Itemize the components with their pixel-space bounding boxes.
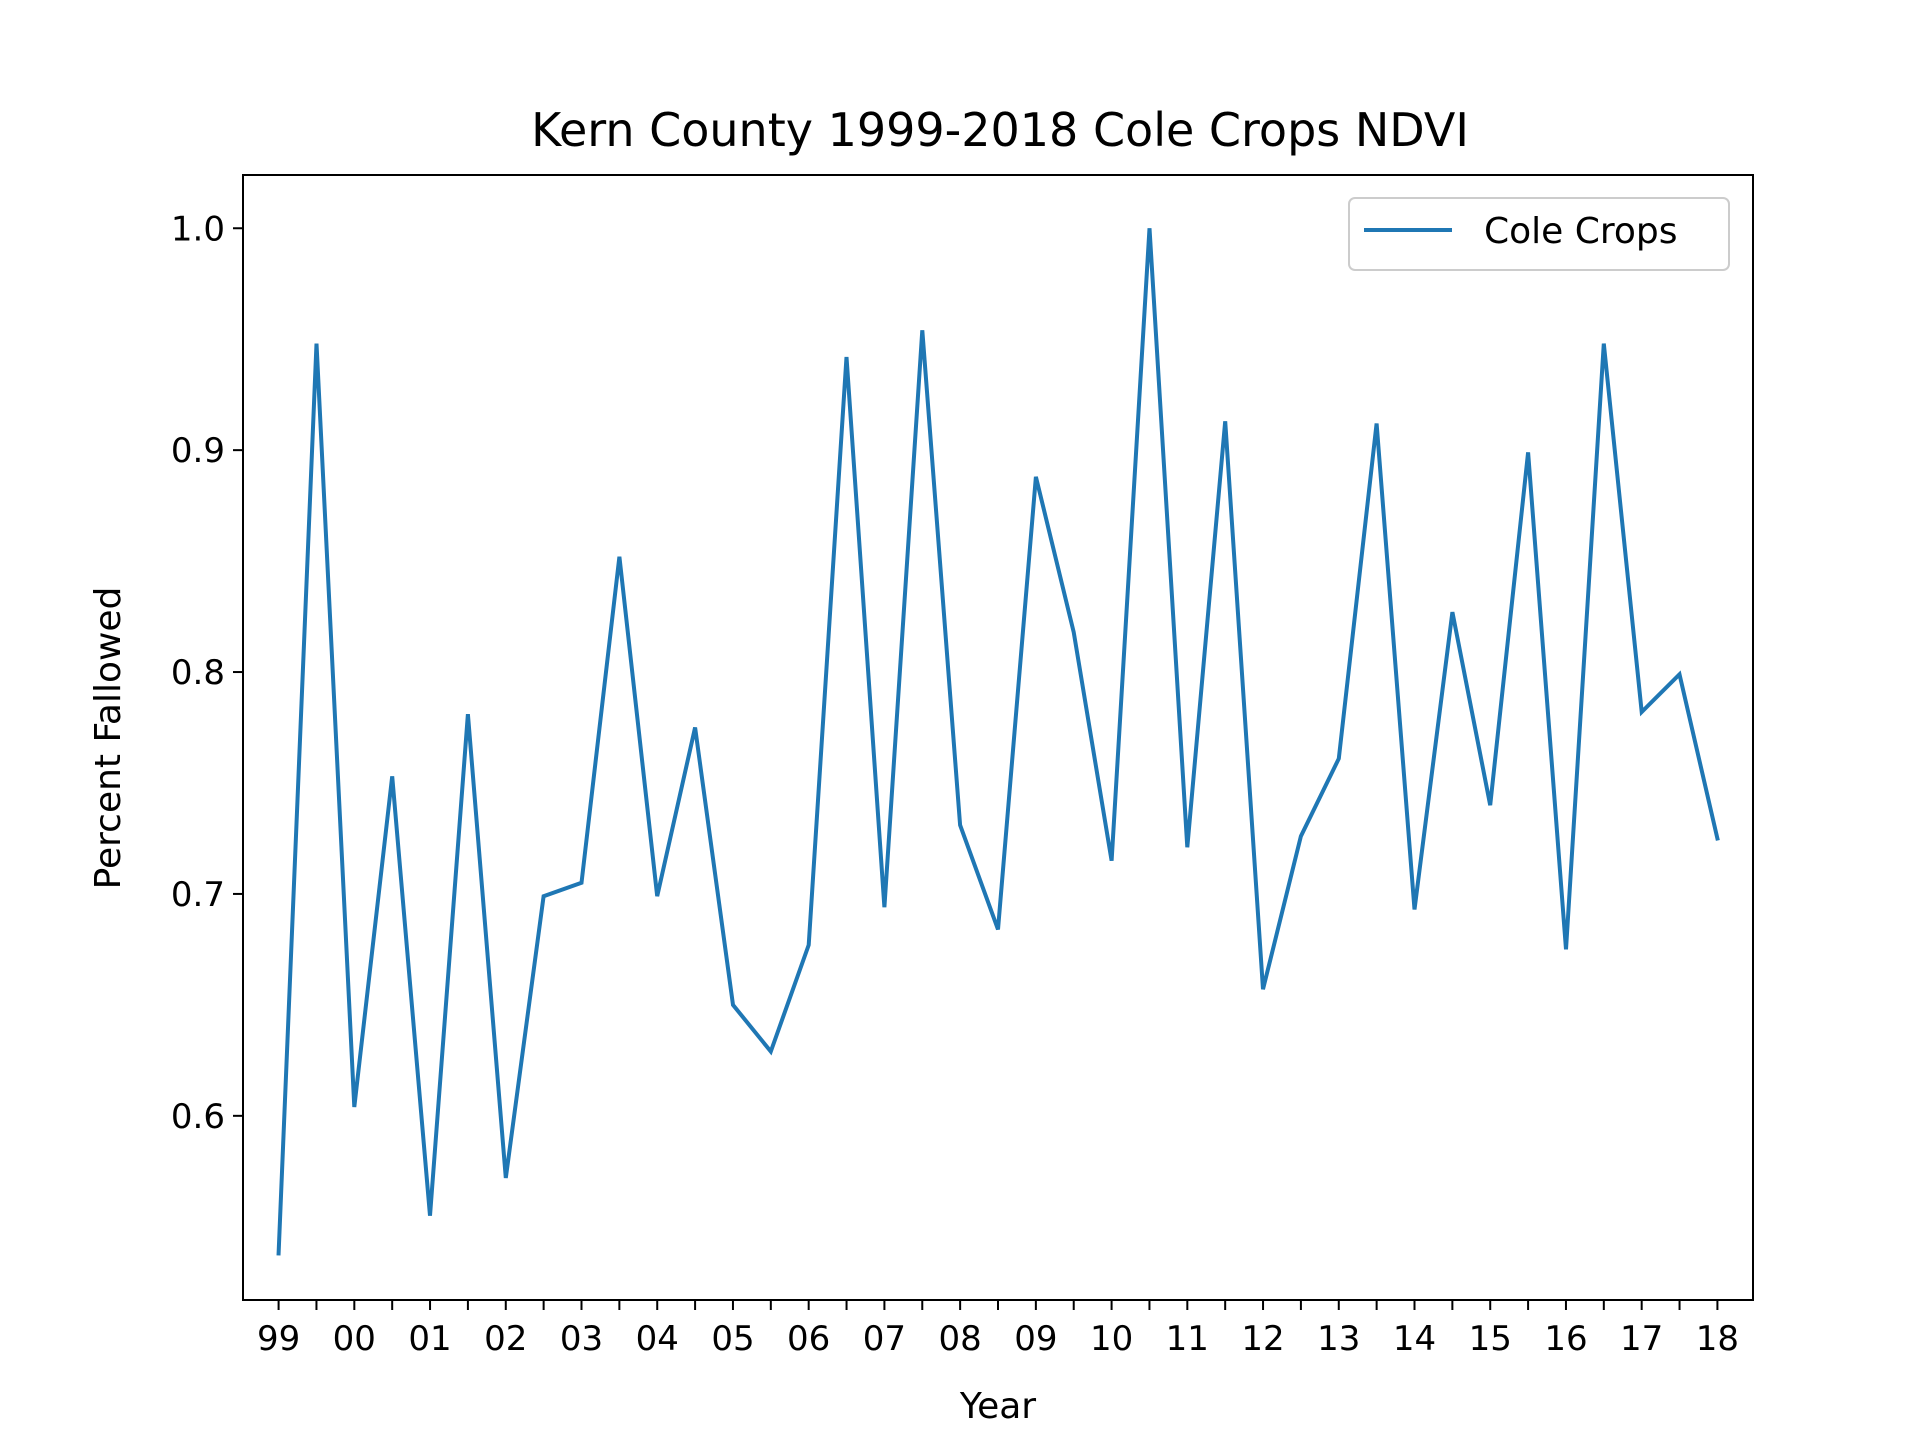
legend-box [1348,197,1730,271]
plot-area [276,228,1720,1256]
x-tick-label: 16 [1544,1319,1587,1359]
y-tick-label: 0.9 [171,431,225,471]
y-tick-label: 0.6 [171,1097,225,1137]
x-tick-label: 14 [1393,1319,1436,1359]
x-tick-label: 12 [1241,1319,1284,1359]
axes-frame [242,174,1754,1301]
x-tick-label: 18 [1696,1319,1739,1359]
y-tick-label: 0.7 [171,875,225,915]
x-tick-label: 05 [711,1319,754,1359]
x-tick-label: 99 [257,1319,300,1359]
legend: Cole Crops [1348,197,1730,271]
x-axis: 99 00 01 02 03 04 05 06 07 08 09 10 11 12 13 14 15 16 17 18 [257,1300,1739,1359]
x-tick-label: 10 [1090,1319,1133,1359]
y-tick-label: 0.8 [171,653,225,693]
x-tick-label: 02 [484,1319,527,1359]
x-tick-label: 04 [636,1319,679,1359]
x-tick-label: 11 [1166,1319,1209,1359]
x-tick-label: 06 [787,1319,830,1359]
x-tick-label: 13 [1317,1319,1360,1359]
x-axis-label: Year [959,1386,1036,1427]
y-axis: 0.6 0.7 0.8 0.9 1.0 [171,209,243,1137]
x-tick-label: 09 [1014,1319,1057,1359]
y-tick-label: 1.0 [171,209,225,249]
x-tick-label: 00 [333,1319,376,1359]
x-tick-label: 15 [1469,1319,1512,1359]
series-line [276,228,1720,1256]
x-tick-label: 03 [560,1319,603,1359]
y-axis-label: Percent Fallowed [88,587,129,890]
x-tick-label: 08 [939,1319,982,1359]
x-tick-label: 01 [408,1319,451,1359]
x-tick-label: 17 [1620,1319,1663,1359]
x-tick-label: 07 [863,1319,906,1359]
legend-label: Cole Crops [1484,211,1678,252]
chart-title: Kern County 1999-2018 Cole Crops NDVI [531,103,1469,157]
